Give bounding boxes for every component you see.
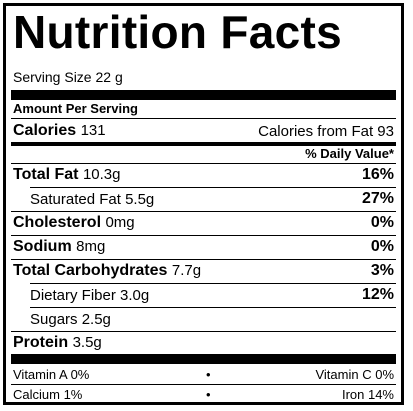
divider xyxy=(11,259,396,260)
amount-per-serving: Amount Per Serving xyxy=(13,100,394,117)
nutrition-facts-label: Nutrition Facts Serving Size 22 g Amount… xyxy=(3,3,404,405)
total-carbs-dv: 3% xyxy=(370,262,394,279)
divider xyxy=(11,235,396,236)
total-carbs-amount: 7.7g xyxy=(171,262,202,279)
sugars-label: Sugars xyxy=(30,310,78,328)
dietary-fiber-label: Dietary Fiber xyxy=(30,286,116,304)
bullet-separator: • xyxy=(206,386,211,402)
calories-label: Calories xyxy=(13,122,77,139)
daily-value-header: % Daily Value* xyxy=(305,146,394,161)
divider xyxy=(11,118,396,119)
cholesterol-amount: 0mg xyxy=(105,214,135,231)
total-fat-row: Total Fat 10.3g 16% xyxy=(13,165,394,185)
serving-size: Serving Size 22 g xyxy=(13,69,123,85)
calcium: Calcium 1% xyxy=(13,386,83,402)
divider xyxy=(30,187,396,188)
total-carbs-label: Total Carbohydrates xyxy=(13,262,168,279)
cholesterol-row: Cholesterol 0mg 0% xyxy=(13,213,394,233)
iron: Iron 14% xyxy=(341,386,394,402)
bullet-separator: • xyxy=(206,366,211,382)
total-fat-dv: 16% xyxy=(361,166,394,183)
cholesterol-dv: 0% xyxy=(370,214,394,231)
divider xyxy=(11,163,396,164)
divider xyxy=(30,283,396,284)
divider xyxy=(30,307,396,308)
sugars-row: Sugars 2.5g xyxy=(30,309,394,329)
calories-row: Calories 131 Calories from Fat 93 xyxy=(13,121,394,141)
sodium-amount: 8mg xyxy=(76,238,106,255)
label-title: Nutrition Facts xyxy=(13,6,343,58)
thick-divider xyxy=(11,90,396,100)
thick-divider xyxy=(11,354,396,364)
calories-value: 131 xyxy=(80,122,106,139)
medium-divider xyxy=(11,142,396,146)
divider xyxy=(11,331,396,332)
vitamin-a: Vitamin A 0% xyxy=(13,366,90,382)
sodium-label: Sodium xyxy=(13,238,72,255)
saturated-fat-row: Saturated Fat 5.5g 27% xyxy=(30,189,394,209)
vitamin-row-2: Calcium 1% • Iron 14% xyxy=(13,384,394,404)
cholesterol-label: Cholesterol xyxy=(13,214,102,231)
dietary-fiber-dv: 12% xyxy=(361,286,394,303)
sodium-dv: 0% xyxy=(370,238,394,255)
vitamin-c: Vitamin C 0% xyxy=(315,366,394,382)
total-fat-amount: 10.3g xyxy=(82,166,121,183)
divider xyxy=(11,384,396,385)
sodium-row: Sodium 8mg 0% xyxy=(13,237,394,257)
total-fat-label: Total Fat xyxy=(13,166,79,183)
daily-value-header-row: % Daily Value* xyxy=(13,145,394,162)
amount-per-serving-label: Amount Per Serving xyxy=(13,101,138,116)
vitamin-row-1: Vitamin A 0% • Vitamin C 0% xyxy=(13,364,394,384)
calories-from-fat: Calories from Fat 93 xyxy=(258,122,394,140)
protein-amount: 3.5g xyxy=(72,334,102,351)
saturated-fat-label: Saturated Fat xyxy=(30,190,121,208)
divider xyxy=(11,211,396,212)
total-carbs-row: Total Carbohydrates 7.7g 3% xyxy=(13,261,394,281)
dietary-fiber-row: Dietary Fiber 3.0g 12% xyxy=(30,285,394,305)
protein-row: Protein 3.5g xyxy=(13,333,394,353)
saturated-fat-amount: 5.5g xyxy=(125,190,155,208)
protein-label: Protein xyxy=(13,334,69,351)
saturated-fat-dv: 27% xyxy=(361,190,394,207)
dietary-fiber-amount: 3.0g xyxy=(120,286,150,304)
sugars-amount: 2.5g xyxy=(81,310,111,328)
